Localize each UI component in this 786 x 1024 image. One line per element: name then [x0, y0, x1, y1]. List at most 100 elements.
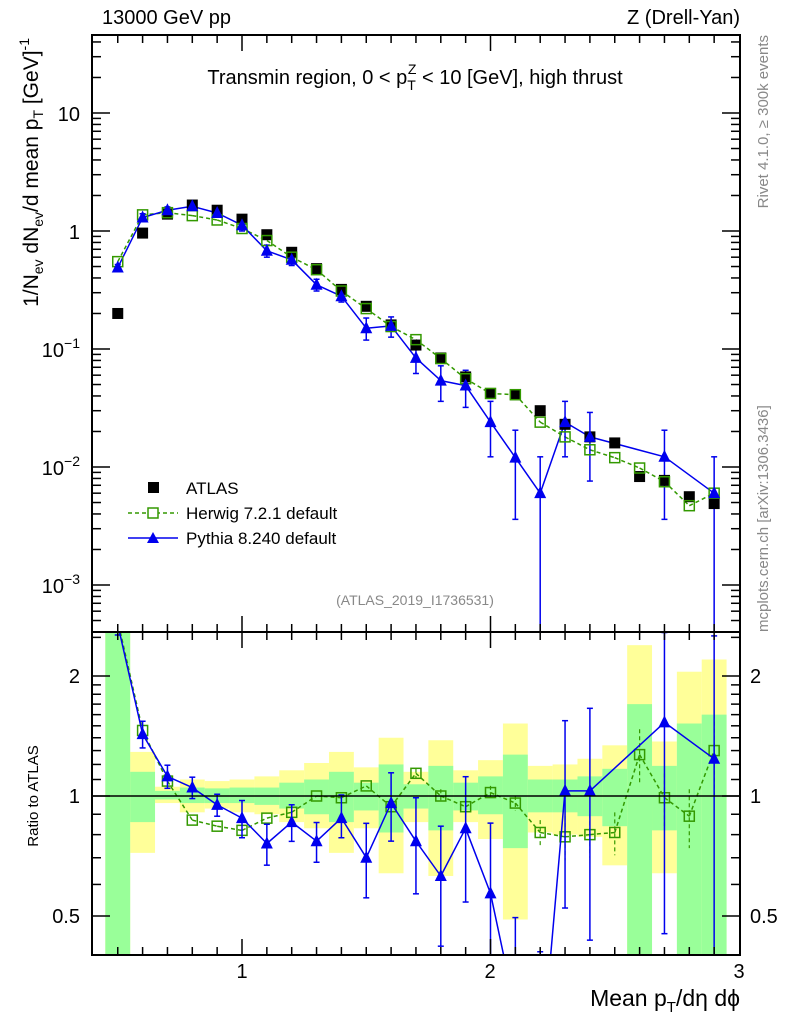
herwig-point	[360, 302, 372, 315]
pythia-point	[136, 210, 149, 223]
pythia-ratio-line	[118, 632, 715, 955]
stat-uncertainty-band	[105, 632, 131, 955]
ratio-tick-label-right: 2	[750, 666, 761, 688]
header-left: 13000 GeV pp	[102, 7, 231, 29]
herwig-point	[410, 333, 422, 346]
x-axis-label: Mean pT/dη dϕ	[590, 985, 740, 1016]
ratio-plot-marks	[114, 632, 721, 955]
atlas-point	[435, 352, 447, 364]
pythia-point	[260, 243, 273, 256]
stat-uncertainty-band	[502, 754, 528, 849]
watermark: (ATLAS_2019_I1736531)	[336, 592, 494, 608]
pythia-ratio-point	[236, 811, 248, 824]
pythia-point	[559, 415, 572, 428]
pythia-point	[583, 429, 596, 442]
y-tick-label: 10	[58, 104, 80, 126]
pythia-ratio-point	[360, 850, 373, 863]
herwig-point	[609, 451, 621, 464]
atlas-point	[658, 474, 670, 486]
x-tick-label: 3	[733, 961, 744, 983]
atlas-point	[112, 307, 124, 319]
pythia-point	[360, 321, 373, 334]
y-tick-label: 1	[69, 222, 80, 244]
ratio-tick-label: 0.5	[52, 906, 80, 928]
legend-atlas-label: ATLAS	[186, 479, 239, 498]
y-tick-label: 10−3	[42, 571, 80, 598]
pythia-point	[708, 486, 721, 499]
ratio-uncertainty-bands	[105, 632, 727, 955]
herwig-point	[310, 263, 323, 276]
x-tick-label: 2	[484, 961, 495, 983]
legend-atlas-marker	[148, 482, 159, 493]
pythia-ratio-point	[708, 751, 721, 764]
ratio-tick-label: 2	[69, 666, 80, 688]
atlas-point	[683, 491, 695, 503]
stat-uncertainty-band	[602, 768, 628, 827]
header-right: Z (Drell-Yan)	[627, 7, 740, 29]
atlas-point	[137, 227, 149, 239]
herwig-point	[584, 444, 596, 456]
legend-herwig-label: Herwig 7.2.1 default	[186, 504, 337, 523]
pythia-ratio-point	[484, 886, 497, 899]
herwig-point	[658, 475, 671, 488]
ratio-axis-label: Ratio to ATLAS	[25, 745, 42, 846]
pythia-point	[409, 350, 422, 363]
atlas-point	[534, 405, 546, 417]
pythia-point	[484, 415, 497, 428]
pythia-point	[285, 252, 298, 265]
pythia-point	[310, 277, 323, 290]
side-text-mcplots: mcplots.cern.ch [arXiv:1306.3436]	[755, 405, 772, 632]
pythia-ratio-point	[459, 821, 472, 834]
atlas-point	[485, 387, 496, 399]
herwig-ratio-point	[509, 797, 522, 809]
y-tick-label: 10−2	[42, 453, 80, 480]
herwig-ratio-point	[410, 767, 422, 780]
herwig-point	[683, 499, 696, 512]
pythia-point	[509, 450, 522, 463]
ratio-tick-label-right: 1	[750, 786, 761, 808]
atlas-point	[509, 389, 521, 401]
herwig-line	[117, 211, 715, 507]
pythia-ratio-point	[658, 715, 671, 728]
pythia-point	[161, 203, 174, 216]
herwig-ratio-point	[186, 814, 199, 826]
pythia-ratio-point	[136, 727, 149, 740]
pythia-point	[459, 378, 472, 391]
pythia-point	[534, 486, 547, 499]
axis-ticks	[92, 35, 740, 955]
stat-uncertainty-band	[627, 704, 653, 955]
atlas-point	[609, 437, 621, 449]
stat-uncertainty-band	[130, 771, 156, 823]
pythia-ratio-point	[385, 796, 398, 809]
ratio-tick-label: 1	[69, 786, 80, 808]
herwig-ratio-point	[261, 812, 273, 824]
pythia-point	[211, 206, 224, 219]
atlas-point	[708, 498, 720, 510]
stat-uncertainty-band	[155, 790, 180, 800]
herwig-point	[633, 462, 646, 474]
pythia-point	[434, 373, 447, 386]
herwig-ratio-point	[609, 826, 621, 839]
herwig-point	[509, 388, 522, 401]
legend-herwig-marker	[147, 507, 159, 519]
herwig-ratio-point	[360, 780, 372, 792]
pythia-ratio-point	[310, 834, 323, 847]
pythia-point	[236, 218, 248, 231]
atlas-point	[261, 229, 273, 241]
pythia-point	[385, 318, 398, 331]
atlas-point	[311, 263, 323, 275]
pythia-ratio-point	[434, 868, 447, 881]
side-text-rivet: Rivet 4.1.0, ≥ 300k events	[755, 35, 772, 208]
pythia-ratio-point	[583, 783, 596, 796]
y-axis-label: 1/Nev dNev/d mean pT [GeV]-1	[16, 38, 46, 307]
herwig-point	[435, 352, 447, 365]
pythia-ratio-point	[559, 783, 572, 796]
x-tick-label: 1	[236, 961, 247, 983]
herwig-point	[484, 387, 497, 400]
pythia-ratio-point	[186, 780, 199, 793]
herwig-point	[559, 431, 571, 443]
ratio-tick-label-right: 0.5	[750, 906, 778, 928]
chart-title: Transmin region, 0 < pTZ < 10 [GeV], hig…	[207, 61, 623, 93]
atlas-point	[634, 471, 646, 483]
